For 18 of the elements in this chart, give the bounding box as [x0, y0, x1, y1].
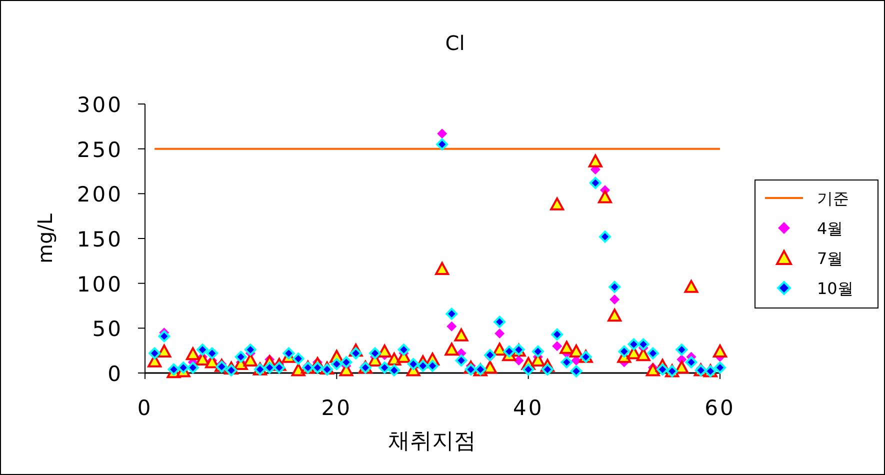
- y-axis-title: mg/L: [33, 212, 57, 264]
- y-tick-label: 200: [76, 182, 123, 207]
- x-tick-label: 20: [321, 396, 352, 420]
- y-tick-label: 300: [76, 93, 123, 117]
- legend-label: 기준: [817, 189, 849, 208]
- y-tick-label: 100: [76, 272, 123, 296]
- x-tick-label: 0: [137, 396, 153, 420]
- x-axis-title: 채취지점: [388, 429, 476, 454]
- x-tick-label: 40: [512, 396, 544, 420]
- chart-title: Cl: [445, 31, 465, 55]
- y-tick-label: 150: [76, 228, 123, 252]
- y-tick-label: 250: [76, 138, 123, 162]
- legend-label: 7월: [817, 249, 844, 268]
- y-tick-label: 0: [108, 362, 123, 386]
- x-tick-label: 60: [704, 396, 736, 420]
- y-tick-label: 50: [92, 317, 123, 342]
- legend-label: 10월: [817, 279, 854, 298]
- legend-label: 4월: [817, 219, 844, 238]
